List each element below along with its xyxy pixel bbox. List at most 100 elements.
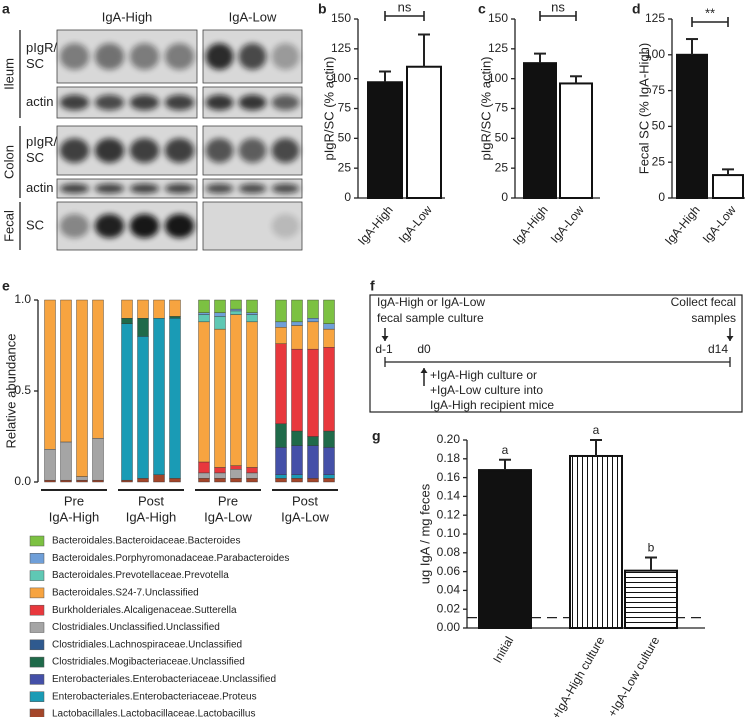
y-tick-label: 0 bbox=[344, 190, 351, 204]
panel-letter: f bbox=[370, 278, 375, 294]
stack-segment bbox=[169, 299, 181, 317]
blot-band bbox=[59, 214, 90, 238]
stack-segment bbox=[214, 299, 226, 313]
stack-segment bbox=[92, 479, 104, 483]
stack-segment bbox=[275, 474, 287, 479]
tissue-label: Colon bbox=[1, 145, 16, 179]
group-label: IgA-High bbox=[49, 509, 100, 524]
legend-swatch bbox=[29, 535, 45, 547]
x-tick-label: IgA-Low bbox=[396, 203, 435, 246]
stack-segment bbox=[291, 299, 303, 323]
stack-segment bbox=[214, 316, 226, 330]
blot-band bbox=[164, 183, 195, 194]
bar bbox=[712, 174, 744, 199]
blot-band bbox=[271, 138, 300, 163]
stack-segment bbox=[291, 430, 303, 446]
stack-segment bbox=[60, 479, 72, 483]
legend-swatch bbox=[29, 691, 45, 702]
x-tick-label: IgA-High bbox=[662, 203, 703, 248]
timeline-text: fecal sample culture bbox=[377, 311, 484, 325]
legend-swatch bbox=[29, 639, 45, 651]
legend-swatch bbox=[29, 622, 45, 633]
y-tick-label: 0.16 bbox=[437, 470, 461, 484]
timeline-text: IgA-High or IgA-Low bbox=[377, 295, 485, 309]
x-tick-label: +IgA-Low culture bbox=[605, 634, 662, 717]
group-label: IgA-Low bbox=[204, 509, 252, 524]
stack-segment bbox=[275, 423, 287, 448]
y-tick-label: 0.0 bbox=[14, 474, 31, 488]
stack-segment bbox=[246, 467, 258, 474]
stack-segment bbox=[198, 461, 210, 474]
y-tick-label: 0.04 bbox=[437, 583, 461, 597]
legend-label: Bacteroidales.Prevotellaceae.Prevotella bbox=[52, 570, 229, 581]
panel-letter: c bbox=[478, 1, 486, 17]
y-tick-label: 0.08 bbox=[437, 545, 461, 559]
blot-band bbox=[129, 94, 160, 111]
stack-segment bbox=[76, 479, 88, 483]
bar bbox=[478, 469, 532, 629]
stack-segment bbox=[323, 447, 335, 475]
arrow-head bbox=[420, 368, 428, 373]
significance-letter: b bbox=[648, 541, 655, 555]
stack-segment bbox=[323, 299, 335, 324]
stack-segment bbox=[230, 308, 242, 312]
y-tick-label: 75 bbox=[652, 83, 666, 97]
y-tick-label: 0.5 bbox=[14, 383, 31, 397]
stack-segment bbox=[198, 478, 210, 483]
timeline-text: IgA-High recipient mice bbox=[430, 398, 554, 412]
stack-segment bbox=[246, 299, 258, 313]
y-tick-label: 50 bbox=[652, 119, 666, 133]
y-tick-label: 100 bbox=[331, 71, 351, 85]
blot-band bbox=[129, 183, 160, 194]
group-label: Post bbox=[292, 493, 318, 508]
legend-swatch bbox=[29, 570, 45, 581]
x-tick-label: IgA-Low bbox=[700, 203, 739, 246]
stack-segment bbox=[323, 478, 335, 483]
stack-segment bbox=[307, 436, 319, 446]
y-tick-label: 0.14 bbox=[437, 489, 461, 503]
tissue-label: Fecal bbox=[1, 210, 16, 242]
y-axis-label: pIgR/SC (% actin) bbox=[321, 56, 336, 160]
blot-band bbox=[205, 183, 234, 194]
y-tick-label: 50 bbox=[495, 131, 509, 145]
significance-label: ns bbox=[551, 0, 565, 14]
stack-segment bbox=[169, 478, 181, 483]
stack-segment bbox=[291, 474, 303, 479]
panel-letter: g bbox=[372, 428, 381, 444]
stack-segment bbox=[291, 478, 303, 483]
blot-band bbox=[129, 43, 160, 70]
stack-segment bbox=[44, 299, 56, 450]
stack-segment bbox=[307, 348, 319, 437]
stack-segment bbox=[323, 323, 335, 330]
group-label: Pre bbox=[64, 493, 84, 508]
group-label: Post bbox=[138, 493, 164, 508]
stack-segment bbox=[230, 310, 242, 315]
stack-segment bbox=[198, 299, 210, 313]
blot-band bbox=[164, 94, 195, 111]
blot-row-label: SC bbox=[26, 150, 44, 165]
legend-swatch bbox=[29, 674, 45, 685]
legend-label: Enterobacteriales.Enterobacteriaceae.Pro… bbox=[52, 691, 257, 702]
blot-row-label: SC bbox=[26, 56, 44, 71]
y-tick-label: 1.0 bbox=[14, 292, 31, 306]
stack-segment bbox=[230, 314, 242, 466]
y-axis-label: Relative abundance bbox=[3, 334, 18, 449]
stack-segment bbox=[60, 441, 72, 481]
lane-group-label: IgA-High bbox=[102, 9, 153, 24]
stack-segment bbox=[169, 316, 181, 319]
y-tick-label: 0 bbox=[658, 190, 665, 204]
blot-band bbox=[271, 183, 300, 194]
stack-segment bbox=[230, 299, 242, 310]
legend-label: Burkholderiales.Alcaligenaceae.Sutterell… bbox=[52, 605, 237, 616]
blot-band bbox=[94, 138, 125, 163]
legend-label: Enterobacteriales.Enterobacteriaceae.Unc… bbox=[52, 674, 276, 685]
stack-segment bbox=[214, 328, 226, 468]
day-label: d-1 bbox=[375, 342, 393, 356]
significance-label: ** bbox=[705, 5, 715, 20]
stack-segment bbox=[246, 314, 258, 323]
blot-band bbox=[238, 183, 267, 194]
stack-segment bbox=[169, 318, 181, 479]
panel-letter: d bbox=[632, 1, 641, 17]
legend-label: Lactobacillales.Lactobacillaceae.Lactoba… bbox=[52, 709, 255, 717]
